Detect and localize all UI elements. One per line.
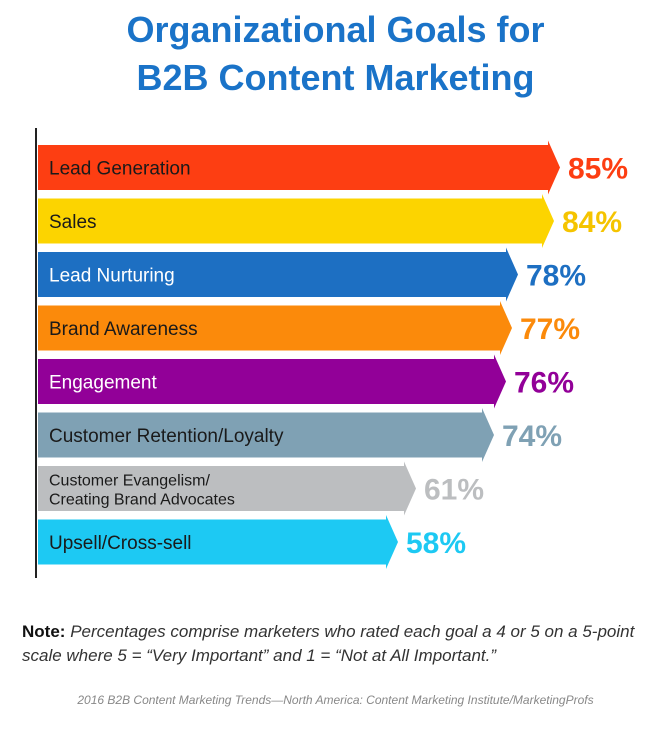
category-label: Brand Awareness — [49, 319, 198, 340]
category-label: Customer Evangelism/Creating Brand Advoc… — [49, 473, 235, 509]
bar-group: Lead Nurturing 78% — [38, 247, 586, 302]
note-label: Note: — [22, 622, 66, 641]
chart-title-line-2: B2B Content Marketing — [136, 57, 535, 98]
bar — [38, 194, 554, 248]
value-label: 84% — [562, 206, 622, 239]
category-label: Lead Generation — [49, 159, 191, 180]
category-label: Lead Nurturing — [49, 266, 175, 287]
note-text: Percentages comprise marketers who rated… — [22, 622, 635, 665]
category-label-line: Creating Brand Advocates — [49, 492, 235, 509]
bar — [38, 247, 518, 302]
value-label: 61% — [424, 474, 484, 507]
bar — [38, 515, 398, 569]
value-label: 78% — [526, 260, 586, 293]
bar-group: Upsell/Cross-sell 58% — [38, 515, 466, 569]
bar-group: Lead Generation 85% — [38, 140, 628, 195]
value-label: 74% — [502, 420, 562, 453]
value-label: 76% — [514, 367, 574, 400]
category-label: Sales — [49, 212, 97, 233]
value-label: 77% — [520, 313, 580, 346]
category-label: Customer Retention/Loyalty — [49, 426, 284, 447]
category-label: Engagement — [49, 373, 157, 394]
value-label: 85% — [568, 153, 628, 186]
chart-title-line-1: Organizational Goals for — [126, 9, 545, 50]
bar — [38, 140, 560, 195]
bars-layer: Lead Generation 85% Sales 84% Lead Nurturing… — [38, 140, 628, 569]
bar-group: Customer Evangelism/Creating Brand Advoc… — [38, 461, 484, 516]
category-label-line: Customer Evangelism/ — [49, 473, 211, 490]
bar-group: Brand Awareness 77% — [38, 301, 580, 355]
bar — [38, 408, 494, 462]
category-label: Upsell/Cross-sell — [49, 533, 192, 554]
bar-group: Sales 84% — [38, 194, 622, 248]
source-credit: 2016 B2B Content Marketing Trends—North … — [77, 693, 594, 707]
bar — [38, 461, 416, 516]
bar — [38, 354, 506, 409]
bar-group: Engagement 76% — [38, 354, 574, 409]
bar — [38, 301, 512, 355]
chart-note: Note: Percentages comprise marketers who… — [22, 620, 652, 668]
value-label: 58% — [406, 527, 466, 560]
bar-group: Customer Retention/Loyalty 74% — [38, 408, 562, 462]
